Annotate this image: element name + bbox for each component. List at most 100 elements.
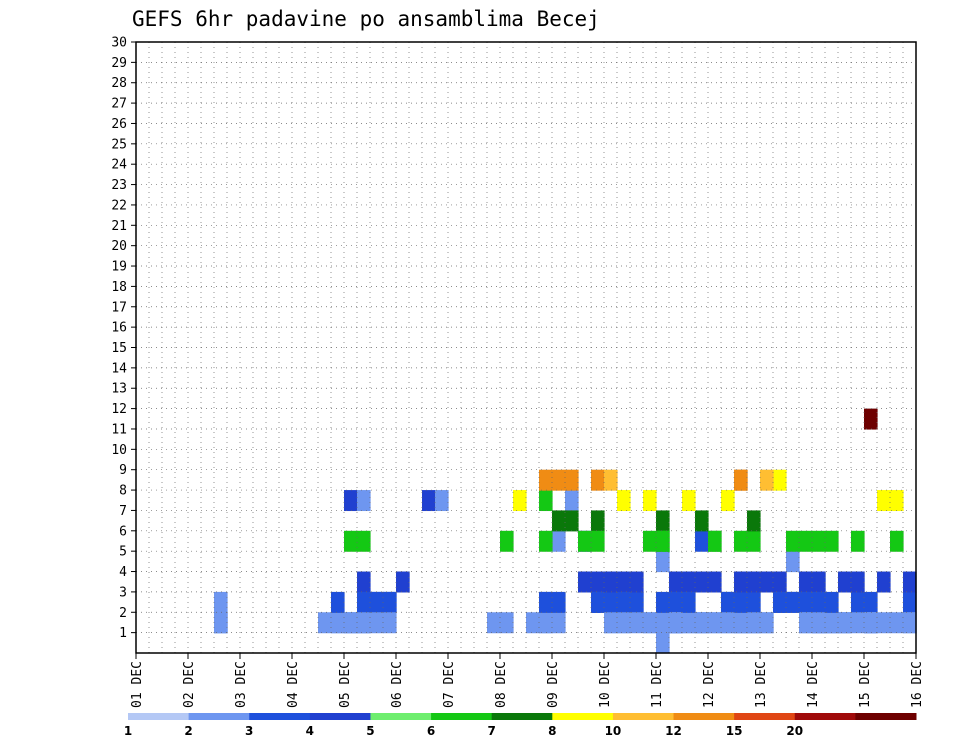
y-tick-label: 6 (119, 524, 127, 539)
y-tick-label: 15 (111, 341, 127, 356)
x-tick-label: 07 DEC (442, 661, 457, 708)
heatmap-cell (812, 530, 826, 552)
heatmap-cell (539, 490, 553, 512)
heatmap-cell (630, 612, 644, 634)
heatmap-cell (825, 530, 839, 552)
legend-label: 2 (184, 724, 192, 738)
heatmap-cell (331, 591, 345, 613)
heatmap-cell (357, 490, 371, 512)
heatmap-cell (539, 591, 553, 613)
heatmap-cell (617, 571, 631, 593)
heatmap-cell (669, 612, 683, 634)
heatmap-cell (695, 530, 709, 552)
heatmap-cell (578, 530, 592, 552)
heatmap-cell (799, 591, 813, 613)
heatmap-cell (734, 571, 748, 593)
heatmap-cell (357, 530, 371, 552)
y-tick-label: 19 (111, 260, 127, 275)
heatmap-cell (500, 612, 514, 634)
legend-label: 4 (306, 724, 314, 738)
heatmap-cell (695, 612, 709, 634)
legend-swatch (673, 713, 735, 720)
x-tick-label: 02 DEC (182, 661, 197, 708)
heatmap-cell (370, 612, 384, 634)
heatmap-cell (552, 469, 566, 491)
heatmap-cell (825, 612, 839, 634)
heatmap-cell (487, 612, 501, 634)
heatmap-cell (318, 612, 332, 634)
y-tick-label: 20 (111, 239, 127, 254)
y-tick-label: 2 (119, 606, 127, 621)
heatmap-cell (682, 490, 696, 512)
x-tick-label: 13 DEC (754, 661, 769, 708)
heatmap-cell (565, 510, 579, 532)
heatmap-cell (851, 530, 865, 552)
legend-label: 10 (605, 724, 622, 738)
heatmap-cell (370, 591, 384, 613)
y-tick-label: 3 (119, 585, 127, 600)
y-tick-label: 24 (111, 158, 127, 173)
heatmap-cell (617, 591, 631, 613)
y-tick-label: 4 (119, 565, 127, 580)
heatmap-cell (760, 612, 774, 634)
heatmap-cell (786, 551, 800, 573)
x-tick-label: 04 DEC (286, 661, 301, 708)
heatmap-cell (695, 571, 709, 593)
heatmap-cell (357, 612, 371, 634)
y-tick-label: 30 (111, 36, 127, 51)
x-tick-label: 16 DEC (910, 661, 925, 708)
y-tick-label: 13 (111, 382, 127, 397)
heatmap-cell (903, 571, 917, 593)
heatmap-cell (851, 612, 865, 634)
heatmap-cell (747, 530, 761, 552)
legend-label: 7 (488, 724, 496, 738)
heatmap-cell (799, 612, 813, 634)
legend-swatch (188, 713, 250, 720)
heatmap-cell (890, 530, 904, 552)
heatmap-cell (721, 612, 735, 634)
heatmap-cell (656, 510, 670, 532)
heatmap-cell (344, 530, 358, 552)
heatmap-cell (357, 571, 371, 593)
heatmap-cell (604, 571, 618, 593)
heatmap-cell (734, 530, 748, 552)
heatmap-cell (539, 469, 553, 491)
heatmap-cell (552, 591, 566, 613)
heatmap-cell (552, 510, 566, 532)
heatmap-cells (214, 408, 917, 654)
heatmap-cell (656, 612, 670, 634)
legend-swatch (734, 713, 796, 720)
heatmap-cell (760, 571, 774, 593)
y-tick-label: 8 (119, 484, 127, 499)
x-tick-label: 14 DEC (806, 661, 821, 708)
legend-swatch (431, 713, 493, 720)
heatmap-cell (669, 571, 683, 593)
y-tick-label: 12 (111, 402, 127, 417)
y-tick-label: 14 (111, 361, 127, 376)
heatmap-cell (682, 571, 696, 593)
heatmap-cell (669, 591, 683, 613)
heatmap-cell (734, 469, 748, 491)
heatmap-cell (526, 612, 540, 634)
heatmap-cell (695, 510, 709, 532)
heatmap-cell (630, 591, 644, 613)
chart-title: GEFS 6hr padavine po ansamblima Becej (132, 7, 600, 31)
heatmap-cell (565, 490, 579, 512)
heatmap-cell (734, 612, 748, 634)
y-tick-label: 16 (111, 321, 127, 336)
heatmap-cell (591, 530, 605, 552)
legend-swatch (855, 713, 917, 720)
heatmap-cell (799, 530, 813, 552)
heatmap-cell (552, 530, 566, 552)
heatmap-cell (877, 571, 891, 593)
heatmap-cell (838, 612, 852, 634)
heatmap-cell (214, 591, 228, 613)
heatmap-cell (500, 530, 514, 552)
y-tick-label: 26 (111, 117, 127, 132)
legend-label: 3 (245, 724, 253, 738)
heatmap-cell (812, 571, 826, 593)
y-tick-label: 10 (111, 443, 127, 458)
heatmap-cell (643, 490, 657, 512)
heatmap-cell (682, 612, 696, 634)
